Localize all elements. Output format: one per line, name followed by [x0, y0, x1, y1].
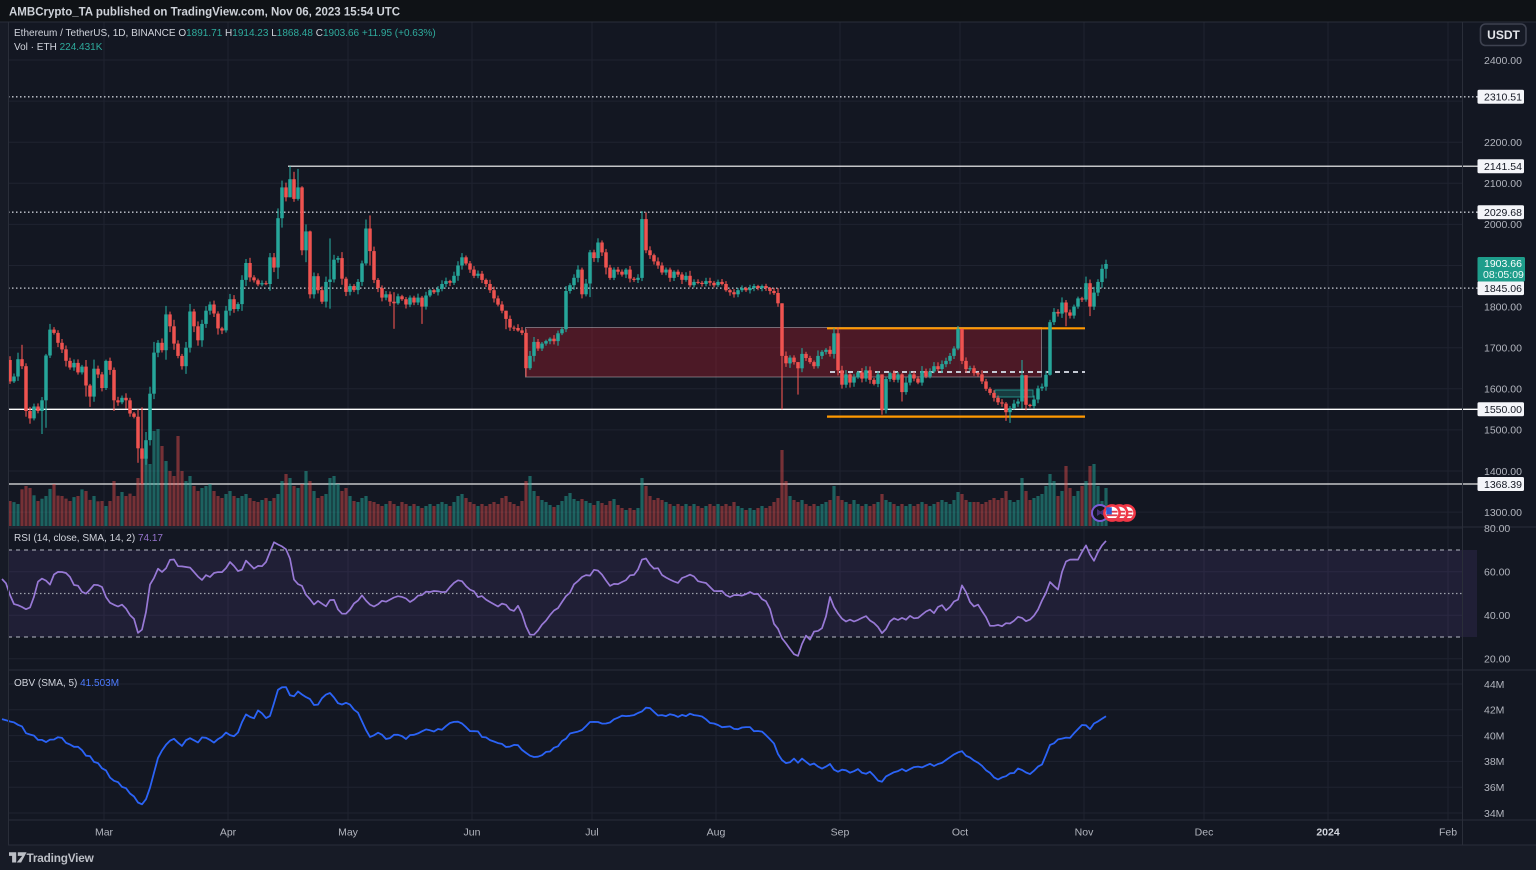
- svg-text:Jun: Jun: [464, 827, 481, 839]
- svg-text:1300.00: 1300.00: [1484, 507, 1522, 519]
- svg-text:38M: 38M: [1484, 756, 1504, 768]
- svg-text:2000.00: 2000.00: [1484, 219, 1522, 231]
- svg-text:2200.00: 2200.00: [1484, 137, 1522, 149]
- svg-text:1400.00: 1400.00: [1484, 466, 1522, 478]
- svg-text:44M: 44M: [1484, 679, 1504, 691]
- svg-text:Mar: Mar: [95, 827, 114, 839]
- svg-text:34M: 34M: [1484, 808, 1504, 820]
- svg-text:Ethereum / TetherUS, 1D, BINAN: Ethereum / TetherUS, 1D, BINANCE O1891.7…: [14, 28, 436, 39]
- svg-text:36M: 36M: [1484, 782, 1504, 794]
- svg-text:Feb: Feb: [1439, 827, 1457, 839]
- svg-text:Nov: Nov: [1075, 827, 1094, 839]
- svg-text:Dec: Dec: [1195, 827, 1214, 839]
- svg-text:OBV (SMA, 5) 41.503M: OBV (SMA, 5) 41.503M: [14, 678, 119, 689]
- svg-text:2024: 2024: [1316, 827, 1340, 839]
- svg-text:40.00: 40.00: [1484, 610, 1510, 622]
- svg-text:1800.00: 1800.00: [1484, 301, 1522, 313]
- svg-text:42M: 42M: [1484, 705, 1504, 717]
- svg-text:USDT: USDT: [1487, 28, 1520, 42]
- svg-text:Jul: Jul: [585, 827, 598, 839]
- svg-text:May: May: [338, 827, 359, 839]
- svg-text:Aug: Aug: [707, 827, 726, 839]
- svg-text:1500.00: 1500.00: [1484, 425, 1522, 437]
- svg-text:Vol · ETH 224.431K: Vol · ETH 224.431K: [14, 42, 103, 53]
- svg-text:AMBCrypto_TA published on Trad: AMBCrypto_TA published on TradingView.co…: [9, 7, 400, 19]
- svg-text:2141.54: 2141.54: [1484, 161, 1522, 173]
- svg-text:2310.51: 2310.51: [1484, 92, 1522, 104]
- svg-text:1700.00: 1700.00: [1484, 343, 1522, 355]
- svg-text:1550.00: 1550.00: [1484, 404, 1522, 416]
- svg-text:1600.00: 1600.00: [1484, 384, 1522, 396]
- svg-text:60.00: 60.00: [1484, 567, 1510, 579]
- svg-text:1845.06: 1845.06: [1484, 283, 1522, 295]
- svg-text:RSI (14, close, SMA, 14, 2) 74: RSI (14, close, SMA, 14, 2) 74.17: [14, 533, 163, 544]
- svg-text:Apr: Apr: [220, 827, 237, 839]
- svg-text:1903.66: 1903.66: [1484, 258, 1522, 270]
- svg-text:2400.00: 2400.00: [1484, 55, 1522, 67]
- svg-text:Oct: Oct: [952, 827, 968, 839]
- svg-text:Sep: Sep: [831, 827, 850, 839]
- svg-text:40M: 40M: [1484, 730, 1504, 742]
- svg-text:08:05:09: 08:05:09: [1483, 269, 1524, 281]
- svg-text:TradingView: TradingView: [27, 851, 95, 865]
- svg-text:1368.39: 1368.39: [1484, 479, 1522, 491]
- svg-text:2100.00: 2100.00: [1484, 178, 1522, 190]
- svg-text:20.00: 20.00: [1484, 654, 1510, 666]
- svg-text:2029.68: 2029.68: [1484, 207, 1522, 219]
- svg-text:80.00: 80.00: [1484, 523, 1510, 535]
